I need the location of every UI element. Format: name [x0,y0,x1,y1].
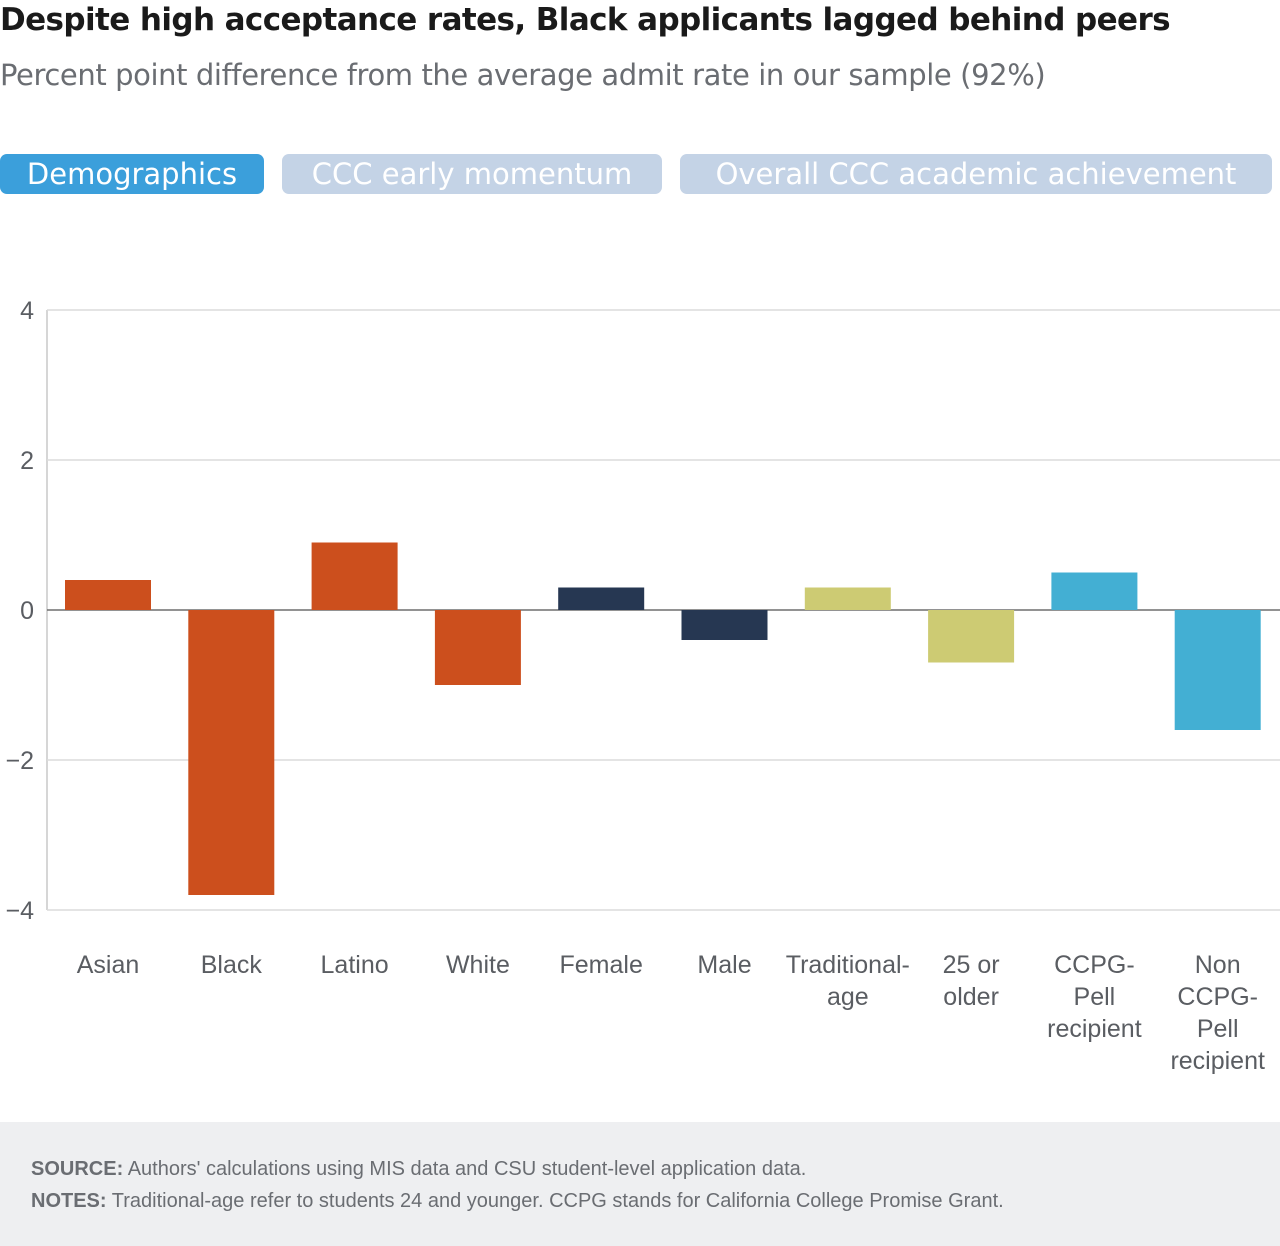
bar-25-or-older [928,610,1015,663]
notes-label: NOTES: [31,1190,107,1212]
y-tick-label: 4 [20,297,34,325]
y-tick-label: −2 [5,747,34,775]
bar-non-ccpg-pell-recipient [1174,610,1261,730]
bar-latino [311,542,398,610]
notes-text: Traditional-age refer to students 24 and… [106,1190,1004,1212]
tab-demographics[interactable]: Demographics [0,154,264,194]
x-axis-category-labels: Asian Black Latino White Female Male Tradition… [77,951,1265,1075]
bar-traditional-age [804,587,891,610]
x-category-label: Asian [77,951,140,979]
tab-ccc-early-momentum[interactable]: CCC early momentum [282,154,662,194]
y-tick-label: 2 [20,447,34,475]
x-category-label: Non CCPG-Pell recipient [1170,951,1265,1075]
x-category-label: Female [560,951,643,979]
bar-female [558,587,645,610]
source-text: Authors' calculations using MIS data and… [123,1158,807,1180]
y-tick-label: −4 [5,897,34,925]
source-label: SOURCE: [31,1158,124,1180]
tab-overall-ccc-academic-achievement[interactable]: Overall CCC academic achievement [680,154,1272,194]
bar-male [681,610,768,640]
chart-subtitle: Percent point difference from the averag… [0,58,1046,92]
bar-asian [65,580,151,610]
x-category-label: Traditional-age [786,951,910,1011]
footer: SOURCE: Authors' calculations using MIS … [0,1122,1280,1246]
x-category-label: 25 or older [943,951,1000,1011]
x-category-label: Latino [321,951,389,979]
bars [65,542,1261,895]
chart-title: Despite high acceptance rates, Black app… [0,2,1171,38]
y-axis-tick-labels: 4 2 0 −2 −4 [5,297,34,925]
x-category-label: White [446,951,510,979]
y-tick-label: 0 [20,597,34,625]
x-category-label: CCPG-Pell recipient [1047,951,1142,1043]
x-category-label: Black [201,951,263,979]
notes: NOTES: Traditional-age refer to students… [31,1190,1004,1213]
bar-white [434,610,521,685]
x-category-label: Male [697,951,751,979]
bar-ccpg-pell-recipient [1051,572,1138,610]
source-note: SOURCE: Authors' calculations using MIS … [31,1158,806,1181]
bar-chart: 4 2 0 −2 −4 Asian Black Latino White Female Male T… [5,297,1280,1075]
bar-black [188,610,275,895]
